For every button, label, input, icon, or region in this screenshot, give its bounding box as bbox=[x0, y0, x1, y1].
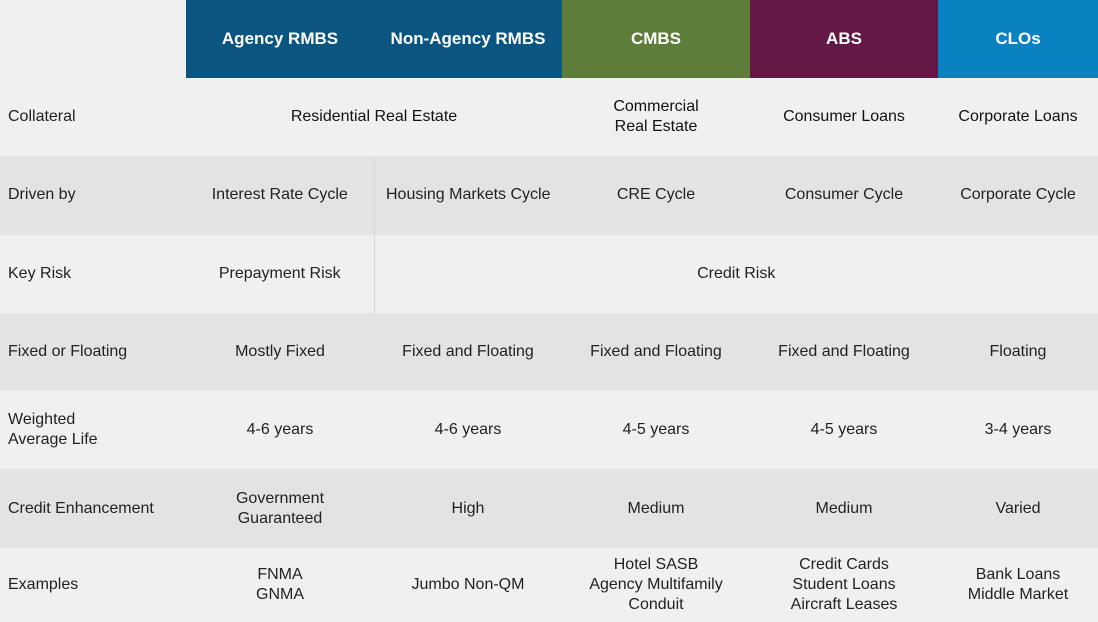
cell-driven-by-agency: Interest Rate Cycle bbox=[186, 156, 375, 235]
row-label-wal-line-1: Weighted bbox=[8, 411, 76, 429]
cell-credit-enhancement-abs: Medium bbox=[750, 469, 938, 548]
row-label-weighted-average-life: Weighted Average Life bbox=[0, 391, 186, 470]
cell-examples-abs-line-3: Aircraft Leases bbox=[790, 595, 898, 613]
cell-fixed-floating-non-agency: Fixed and Floating bbox=[374, 312, 562, 392]
cell-examples-cmbs: Hotel SASB Agency Multifamily Conduit bbox=[562, 547, 750, 622]
row-examples: Examples FNMA GNMA Jumbo Non-QM Hotel SA… bbox=[0, 547, 1098, 622]
cell-examples-cmbs-line-3: Conduit bbox=[628, 595, 684, 613]
cell-wal-cmbs: 4-5 years bbox=[562, 391, 750, 470]
cell-collateral-cmbs: Commercial Real Estate bbox=[562, 78, 750, 157]
row-collateral: Collateral Residential Real Estate Comme… bbox=[0, 78, 1098, 157]
cell-key-risk-agency: Prepayment Risk bbox=[186, 234, 375, 313]
cell-driven-by-non-agency: Housing Markets Cycle bbox=[374, 156, 562, 235]
cell-driven-by-abs: Consumer Cycle bbox=[750, 156, 938, 235]
cell-examples-non-agency: Jumbo Non-QM bbox=[374, 547, 562, 622]
row-label-key-risk: Key Risk bbox=[0, 234, 186, 313]
cell-collateral-abs: Consumer Loans bbox=[750, 78, 938, 157]
cell-wal-clos: 3-4 years bbox=[938, 391, 1098, 470]
cell-collateral-clos: Corporate Loans bbox=[938, 78, 1098, 157]
row-weighted-average-life: Weighted Average Life 4-6 years 4-6 year… bbox=[0, 391, 1098, 470]
row-label-examples: Examples bbox=[0, 547, 186, 622]
column-header-cmbs: CMBS bbox=[562, 0, 750, 78]
cell-examples-clos-line-2: Middle Market bbox=[967, 585, 1069, 603]
cell-collateral-cmbs-line-2: Real Estate bbox=[614, 118, 698, 136]
cell-examples-cmbs-line-2: Agency Multifamily bbox=[589, 575, 723, 593]
row-label-credit-enhancement: Credit Enhancement bbox=[0, 469, 186, 548]
cell-wal-non-agency: 4-6 years bbox=[374, 391, 562, 470]
row-label-driven-by: Driven by bbox=[0, 156, 186, 235]
cell-fixed-floating-abs: Fixed and Floating bbox=[750, 312, 938, 392]
cell-collateral-rmbs: Residential Real Estate bbox=[186, 78, 562, 157]
column-header-agency-rmbs: Agency RMBS bbox=[186, 0, 374, 78]
row-fixed-floating: Fixed or Floating Mostly Fixed Fixed and… bbox=[0, 312, 1098, 392]
column-header-clos: CLOs bbox=[938, 0, 1098, 78]
cell-wal-agency: 4-6 years bbox=[186, 391, 374, 470]
cell-examples-clos: Bank Loans Middle Market bbox=[938, 547, 1098, 622]
column-header-non-agency-rmbs: Non-Agency RMBS bbox=[374, 0, 562, 78]
cell-key-risk-others: Credit Risk bbox=[374, 234, 1098, 313]
cell-credit-enhancement-cmbs: Medium bbox=[562, 469, 750, 548]
cell-collateral-cmbs-line-1: Commercial bbox=[613, 98, 699, 116]
cell-examples-agency-line-2: GNMA bbox=[256, 585, 304, 603]
cell-driven-by-cmbs: CRE Cycle bbox=[562, 156, 750, 235]
cell-examples-abs-line-1: Credit Cards bbox=[799, 555, 889, 573]
corner-cell bbox=[0, 0, 186, 78]
cell-credit-enhancement-agency: Government Guaranteed bbox=[186, 469, 374, 548]
cell-credit-enhancement-non-agency: High bbox=[374, 469, 562, 548]
row-label-fixed-floating: Fixed or Floating bbox=[0, 312, 186, 392]
cell-credit-enhancement-clos: Varied bbox=[938, 469, 1098, 548]
cell-examples-agency-line-1: FNMA bbox=[257, 565, 303, 583]
cell-fixed-floating-cmbs: Fixed and Floating bbox=[562, 312, 750, 392]
column-header-abs: ABS bbox=[750, 0, 938, 78]
cell-examples-cmbs-line-1: Hotel SASB bbox=[613, 555, 699, 573]
header-row: Agency RMBS Non-Agency RMBS CMBS ABS CLO… bbox=[0, 0, 1098, 78]
cell-examples-abs: Credit Cards Student Loans Aircraft Leas… bbox=[750, 547, 938, 622]
row-label-collateral: Collateral bbox=[0, 78, 186, 157]
cell-examples-agency: FNMA GNMA bbox=[186, 547, 374, 622]
row-label-wal-line-2: Average Life bbox=[8, 431, 98, 449]
cell-fixed-floating-clos: Floating bbox=[938, 312, 1098, 392]
cell-examples-abs-line-2: Student Loans bbox=[792, 575, 896, 593]
row-credit-enhancement: Credit Enhancement Government Guaranteed… bbox=[0, 469, 1098, 548]
row-key-risk: Key Risk Prepayment Risk Credit Risk bbox=[0, 234, 1098, 313]
cell-wal-abs: 4-5 years bbox=[750, 391, 938, 470]
row-driven-by: Driven by Interest Rate Cycle Housing Ma… bbox=[0, 156, 1098, 235]
cell-examples-clos-line-1: Bank Loans bbox=[975, 565, 1061, 583]
cell-driven-by-clos: Corporate Cycle bbox=[938, 156, 1098, 235]
cell-fixed-floating-agency: Mostly Fixed bbox=[186, 312, 374, 392]
